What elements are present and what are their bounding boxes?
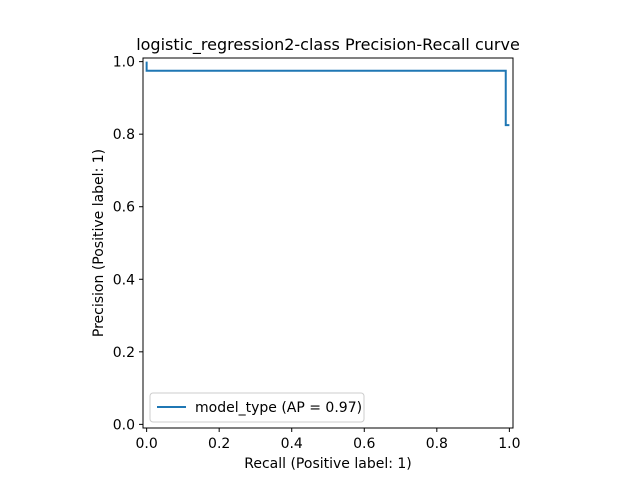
y-tick-label: 0.6 [113,200,135,216]
x-axis-ticks: 0.0 0.2 0.4 0.6 0.8 1.0 [135,428,521,452]
x-tick-label: 0.2 [208,436,230,452]
legend: model_type (AP = 0.97) [149,392,365,423]
x-tick-label: 0.6 [353,436,375,452]
y-tick-label: 0.4 [113,272,135,288]
y-tick-label: 1.0 [113,55,135,71]
y-tick-label: 0.2 [113,345,135,361]
y-axis-label: Precision (Positive label: 1) [91,149,107,337]
x-axis-label: Recall (Positive label: 1) [244,456,412,472]
chart-title: logistic_regression2-class Precision-Rec… [136,35,520,55]
x-tick-label: 1.0 [498,436,520,452]
plot-series [145,61,510,127]
pr-curve-series-line [145,61,510,127]
y-axis-ticks: 0.0 0.2 0.4 0.6 0.8 1.0 [113,55,143,433]
legend-entry-label: model_type (AP = 0.97) [195,400,362,416]
y-tick-label: 0.0 [113,417,135,433]
x-tick-label: 0.8 [426,436,448,452]
y-tick-label: 0.8 [113,127,135,143]
plot-area-frame [142,57,514,429]
x-tick-label: 0.0 [135,436,157,452]
x-tick-label: 0.4 [281,436,303,452]
legend-box [149,392,365,423]
